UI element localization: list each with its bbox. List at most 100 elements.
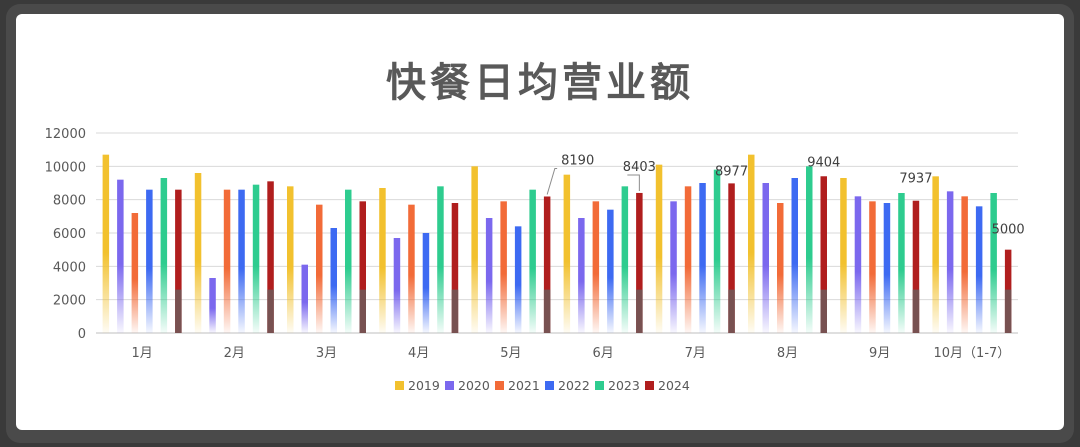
x-tick-label: 9月 xyxy=(869,346,890,361)
bar-2020 xyxy=(393,238,401,333)
bar-2022 xyxy=(514,226,522,333)
bar-2019 xyxy=(840,178,847,333)
bar-2023 xyxy=(437,186,444,333)
bar-2019 xyxy=(379,188,386,333)
x-tick-label: 6月 xyxy=(592,346,613,361)
bar-2022 xyxy=(791,178,798,333)
x-tick-label: 2月 xyxy=(224,346,245,361)
bar-2021 xyxy=(316,204,323,333)
bar-2021 xyxy=(777,203,784,333)
bar-2024-base xyxy=(359,289,366,333)
bar-2024-base xyxy=(912,289,920,333)
bar-2020 xyxy=(670,201,677,333)
bar-2020 xyxy=(485,218,493,333)
legend-swatch xyxy=(645,381,654,390)
bar-2019 xyxy=(748,154,755,333)
gridlines xyxy=(96,132,1018,334)
bar-2022 xyxy=(146,189,153,333)
bar-series xyxy=(102,154,1012,333)
bar-2024-base xyxy=(175,289,182,333)
legend-swatch xyxy=(445,381,454,390)
legend-swatch xyxy=(495,381,504,390)
data-label: 8190 xyxy=(561,154,594,169)
bar-2024 xyxy=(543,196,551,333)
bar-2024 xyxy=(175,189,182,333)
bar-2022 xyxy=(975,206,983,333)
y-tick-label: 8000 xyxy=(53,194,86,209)
bar-2022 xyxy=(699,183,706,333)
bar-2019 xyxy=(194,173,202,333)
x-tick-label: 5月 xyxy=(500,346,521,361)
bar-2021 xyxy=(500,201,507,333)
legend-label: 2021 xyxy=(508,378,540,393)
bar-2020 xyxy=(946,191,954,333)
data-label-leader xyxy=(546,168,558,195)
y-tick-label: 0 xyxy=(78,327,86,342)
bar-2024 xyxy=(728,183,735,333)
x-tick-label: 3月 xyxy=(316,346,337,361)
bar-2022 xyxy=(422,233,430,333)
bar-2023 xyxy=(160,178,168,333)
bar-2019 xyxy=(102,154,110,333)
bar-2021 xyxy=(961,196,968,333)
bar-2023 xyxy=(345,189,352,333)
x-tick-label: 7月 xyxy=(685,346,706,361)
bar-2024-base xyxy=(543,289,551,333)
bar-2024-base xyxy=(636,289,643,333)
bar-2023 xyxy=(898,193,905,333)
bar-2024 xyxy=(636,192,643,333)
bar-2023 xyxy=(806,166,813,333)
bar-2023 xyxy=(990,193,997,333)
bar-2024 xyxy=(912,200,920,333)
bar-2019 xyxy=(655,164,663,333)
data-labels: 8190 8403 8977 9404 7937 5000 xyxy=(546,154,1025,238)
legend-label: 2022 xyxy=(558,378,590,393)
legend-label: 2024 xyxy=(658,378,690,393)
bar-2022 xyxy=(883,203,891,333)
data-label: 8977 xyxy=(715,164,748,179)
bar-2024 xyxy=(359,201,366,333)
bar-2019 xyxy=(932,176,939,333)
x-tick-label: 1月 xyxy=(131,346,152,361)
bar-2024-base xyxy=(267,289,274,333)
bar-2023 xyxy=(713,169,721,333)
x-tick-label: 8月 xyxy=(777,346,798,361)
bar-2020 xyxy=(578,218,585,333)
y-tick-label: 2000 xyxy=(53,294,86,309)
data-label-leader xyxy=(627,174,640,191)
bar-2020 xyxy=(301,264,308,333)
bar-2020 xyxy=(209,278,216,333)
bar-2024-base xyxy=(820,289,827,333)
bar-2024 xyxy=(267,181,274,333)
legend-label: 2023 xyxy=(608,378,640,393)
x-tick-label: 10月（1-7） xyxy=(934,346,1011,361)
bar-2019 xyxy=(287,186,294,333)
bar-2022 xyxy=(607,209,614,333)
bar-2021 xyxy=(131,213,139,333)
bar-2022 xyxy=(238,189,245,333)
bar-2021 xyxy=(684,186,692,333)
legend-swatch xyxy=(545,381,554,390)
bar-2023 xyxy=(621,186,629,333)
bar-2020 xyxy=(762,183,769,333)
bar-2019 xyxy=(471,166,478,333)
bar-2020 xyxy=(117,179,124,333)
legend-label: 2020 xyxy=(458,378,490,393)
bar-2024 xyxy=(451,203,459,333)
y-tick-label: 4000 xyxy=(53,260,86,275)
data-label: 5000 xyxy=(992,223,1025,238)
bar-2020 xyxy=(854,196,862,333)
bar-2024 xyxy=(820,176,827,333)
bar-2023 xyxy=(529,189,536,333)
bar-2021 xyxy=(592,201,600,333)
bar-2021 xyxy=(223,189,231,333)
bar-2024-base xyxy=(1004,289,1012,333)
bar-2024-base xyxy=(451,289,459,333)
y-tick-label: 12000 xyxy=(45,127,86,142)
bar-2021 xyxy=(408,204,415,333)
y-axis: 0 2000 4000 6000 8000 10000 12000 xyxy=(45,127,86,342)
x-axis: 1月 2月 3月 4月 5月 6月 7月 8月 9月 10月（1-7） xyxy=(131,346,1010,361)
y-tick-label: 10000 xyxy=(45,160,86,175)
data-label: 9404 xyxy=(807,155,840,170)
